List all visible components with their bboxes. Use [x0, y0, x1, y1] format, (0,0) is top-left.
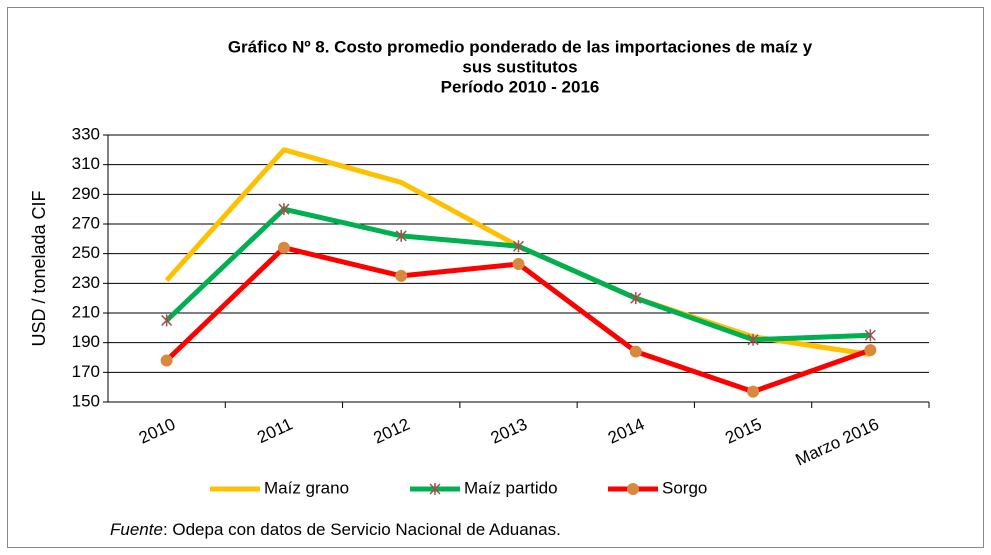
legend-label: Sorgo — [662, 478, 707, 497]
point-marker — [512, 240, 525, 253]
footnote-label: Fuente — [110, 520, 163, 539]
legend-label: Maíz grano — [264, 478, 349, 497]
legend-marker — [627, 483, 639, 495]
point-marker — [395, 269, 408, 282]
point-marker — [277, 241, 290, 254]
legend-marker — [429, 483, 441, 495]
point-marker — [629, 345, 642, 358]
y-tick-label: 150 — [72, 391, 100, 410]
chart-title: Gráfico Nº 8. Costo promedio ponderado d… — [228, 37, 813, 56]
point-marker — [161, 314, 173, 327]
footnote: Fuente: Odepa con datos de Servicio Naci… — [110, 520, 561, 539]
point-marker — [278, 203, 290, 216]
point-marker — [630, 292, 642, 305]
y-tick-label: 310 — [72, 154, 100, 173]
y-tick-label: 170 — [72, 362, 100, 381]
point-marker — [864, 344, 877, 357]
y-tick-label: 230 — [72, 273, 100, 292]
point-marker — [160, 354, 173, 367]
y-tick-label: 270 — [72, 213, 100, 232]
point-marker — [747, 385, 760, 398]
y-tick-label: 210 — [72, 302, 100, 321]
chart-title: Período 2010 - 2016 — [441, 77, 600, 96]
y-tick-label: 290 — [72, 184, 100, 203]
footnote-text: : Odepa con datos de Servicio Nacional d… — [163, 520, 561, 539]
y-axis-label: USD / tonelada CIF — [29, 190, 49, 346]
y-tick-label: 330 — [72, 124, 100, 143]
y-tick-label: 250 — [72, 243, 100, 262]
point-marker — [747, 333, 759, 346]
point-marker — [512, 258, 525, 271]
legend-label: Maíz partido — [464, 478, 558, 497]
point-marker — [864, 329, 876, 342]
point-marker — [395, 229, 407, 242]
y-tick-label: 190 — [72, 332, 100, 351]
chart-title: sus sustitutos — [462, 57, 577, 76]
